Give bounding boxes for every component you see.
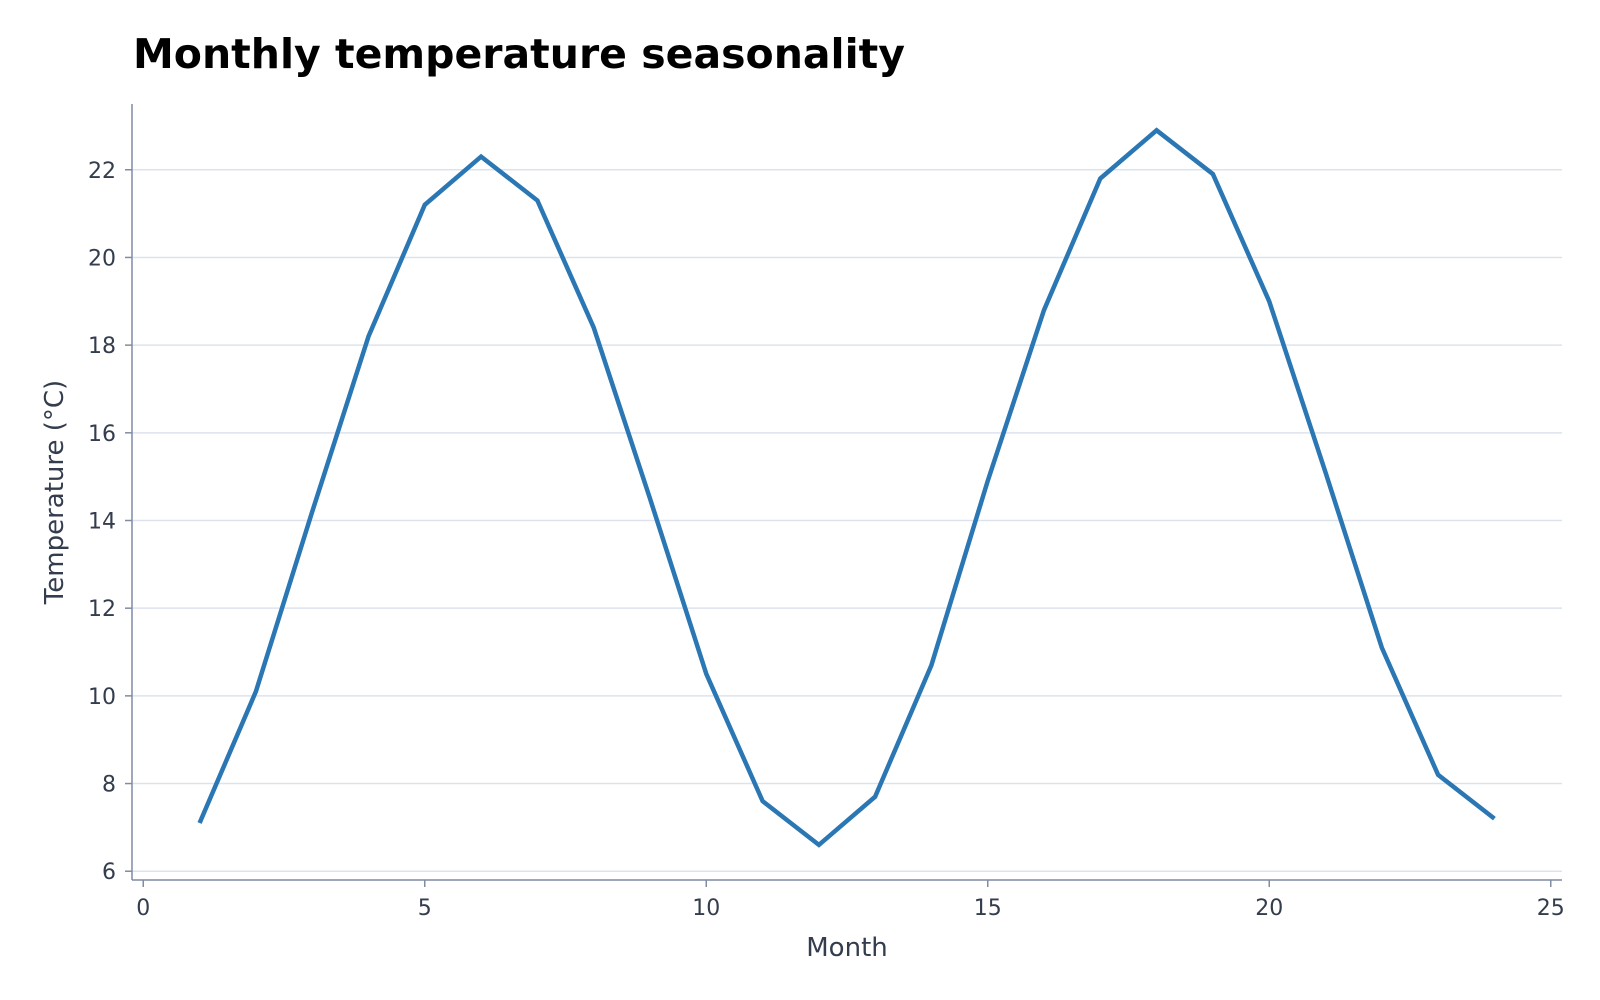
- y-tick-label: 10: [88, 685, 116, 710]
- y-tick-label: 12: [88, 597, 116, 622]
- x-tick-label: 0: [136, 896, 150, 921]
- y-tick-label: 8: [102, 773, 116, 798]
- x-tick-label: 20: [1255, 896, 1283, 921]
- y-tick-label: 18: [88, 334, 116, 359]
- series-line: [197, 127, 1496, 848]
- y-axis-label: Temperature (°C): [40, 380, 70, 605]
- x-tick-label: 15: [974, 896, 1002, 921]
- x-tick-label: 25: [1537, 896, 1565, 921]
- chart-title: Monthly temperature seasonality: [133, 30, 905, 78]
- series-layer: [197, 127, 1496, 848]
- tick-marks: 6 8 10 12 14 16 18 20 22 0 5 10 15 20 25: [88, 159, 1565, 921]
- y-tick-label: 6: [102, 860, 116, 885]
- y-tick-label: 14: [88, 509, 116, 534]
- y-tick-label: 16: [88, 422, 116, 447]
- x-tick-label: 10: [692, 896, 720, 921]
- x-axis-label: Month: [806, 933, 888, 963]
- gridlines: [132, 169, 1562, 872]
- y-tick-label: 22: [88, 159, 116, 184]
- axes: [131, 104, 1562, 881]
- x-tick-label: 5: [418, 896, 432, 921]
- y-tick-label: 20: [88, 246, 116, 271]
